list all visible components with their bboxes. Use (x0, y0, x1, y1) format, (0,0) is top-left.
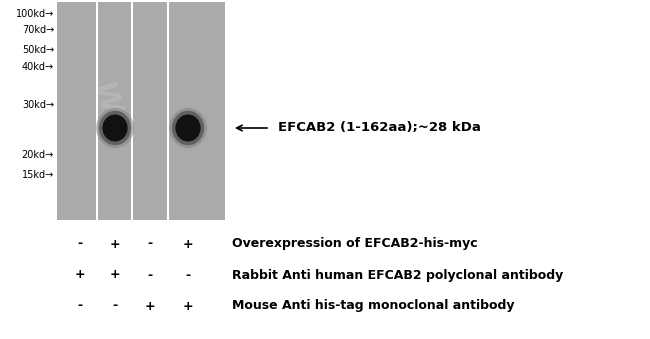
Text: 100kd→: 100kd→ (16, 9, 54, 19)
Text: -: - (77, 299, 83, 313)
Text: 70kd→: 70kd→ (21, 25, 54, 35)
Bar (57, 2, 225, 220)
Text: -: - (148, 268, 153, 281)
Text: Rabbit Anti human EFCAB2 polyclonal antibody: Rabbit Anti human EFCAB2 polyclonal anti… (232, 268, 564, 281)
Text: -: - (148, 238, 153, 251)
Text: Overexpression of EFCAB2-his-myc: Overexpression of EFCAB2-his-myc (232, 238, 478, 251)
Text: 15kd→: 15kd→ (21, 170, 54, 180)
Text: +: + (183, 238, 193, 251)
Text: +: + (145, 299, 155, 313)
Text: -: - (112, 299, 118, 313)
Text: 50kd→: 50kd→ (21, 45, 54, 55)
Text: +: + (110, 238, 120, 251)
Text: 20kd→: 20kd→ (21, 150, 54, 160)
Text: Mouse Anti his-tag monoclonal antibody: Mouse Anti his-tag monoclonal antibody (232, 299, 515, 313)
Text: WB: WB (86, 80, 129, 142)
Ellipse shape (176, 115, 201, 141)
Text: -: - (77, 238, 83, 251)
Ellipse shape (103, 115, 127, 141)
Text: -: - (185, 268, 190, 281)
Text: 30kd→: 30kd→ (22, 100, 54, 110)
Ellipse shape (96, 108, 134, 148)
Ellipse shape (172, 111, 204, 145)
Text: EFCAB2 (1-162aa);~28 kDa: EFCAB2 (1-162aa);~28 kDa (278, 121, 481, 135)
Text: +: + (75, 268, 85, 281)
Ellipse shape (99, 111, 131, 145)
Ellipse shape (169, 108, 207, 148)
Text: +: + (110, 268, 120, 281)
Text: +: + (183, 299, 193, 313)
Text: 40kd→: 40kd→ (22, 62, 54, 72)
